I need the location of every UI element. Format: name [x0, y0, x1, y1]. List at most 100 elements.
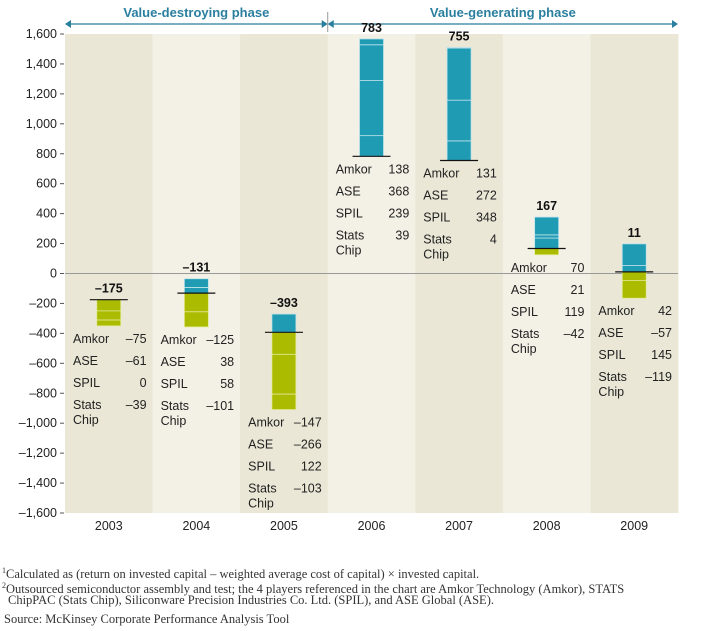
series-value-label: –147 [294, 416, 322, 430]
bar-segment-ase [271, 353, 297, 395]
economic-profit-chart: 1,600 1,400 1,200 1,000 800 600 400 200 0 –200 –40… [19, 5, 679, 533]
y-tick-label: –800 [29, 386, 57, 400]
bar-segment-stats-chip [446, 47, 472, 49]
series-name-label: Stats [336, 228, 365, 242]
series-name-label: ASE [161, 355, 186, 369]
footnote-2-cont: ChipPAC (Stats Chip), Siliconware Precis… [8, 593, 494, 607]
y-tick-label: 200 [36, 237, 57, 251]
total-label: –131 [182, 261, 210, 275]
series-value-label: –266 [294, 438, 322, 452]
series-name-label: ASE [598, 326, 623, 340]
y-tick-label: 1,400 [26, 57, 57, 71]
series-name-label: Chip [598, 385, 624, 399]
y-tick-label: 600 [36, 177, 57, 191]
series-value-label: 39 [395, 228, 409, 242]
series-value-label: 272 [476, 188, 497, 202]
total-label: –393 [270, 296, 298, 310]
bar-segment-spil [446, 47, 472, 101]
bar-segment-stats-chip [183, 311, 209, 328]
series-value-label: 4 [490, 232, 497, 246]
bar-segment-amkor [534, 237, 560, 249]
series-value-label: 21 [571, 283, 585, 297]
bar-segment-stats-chip [534, 248, 560, 256]
bar-segment-amkor [96, 299, 122, 312]
series-name-label: Amkor [598, 304, 634, 318]
y-tick-label: 1,200 [26, 87, 57, 101]
x-tick-label: 2004 [182, 519, 210, 533]
footnote-2-line1: Outsourced semiconductor assembly and te… [6, 582, 625, 597]
series-name-label: SPIL [336, 206, 363, 220]
series-name-label: Stats [73, 398, 102, 412]
x-tick-label: 2003 [95, 519, 123, 533]
series-name-label: Chip [73, 413, 99, 427]
bar-segment-amkor [446, 140, 472, 161]
phase-label: Value-destroying phase [123, 5, 269, 20]
bar-segment-ase [621, 271, 647, 281]
footnote-1-mark: 1 [2, 566, 6, 575]
series-name-label: SPIL [511, 305, 538, 319]
footnote-1-text: Calculated as (return on invested capita… [6, 567, 480, 582]
footnote-2: 2Outsourced semiconductor assembly and t… [2, 578, 624, 597]
series-value-label: 122 [301, 460, 322, 474]
x-tick-label: 2006 [358, 519, 386, 533]
series-name-label: Stats [161, 399, 190, 413]
series-name-label: Amkor [336, 162, 372, 176]
series-name-label: ASE [248, 438, 273, 452]
series-value-label: 70 [571, 261, 585, 275]
bar-segment-ase [96, 310, 122, 321]
series-name-label: Amkor [423, 166, 459, 180]
bar-segment-spil [359, 44, 384, 81]
series-name-label: ASE [336, 184, 361, 198]
series-value-label: –101 [206, 399, 234, 413]
y-tick-label: –200 [29, 296, 57, 310]
series-name-label: SPIL [161, 377, 188, 391]
bar-segment-stats-chip [96, 319, 122, 327]
series-value-label: –39 [126, 398, 147, 412]
series-value-label: 145 [651, 348, 672, 362]
y-tick-label: 0 [50, 267, 57, 281]
series-value-label: 42 [658, 304, 672, 318]
total-label: 11 [628, 226, 641, 240]
series-name-label: Chip [336, 243, 362, 257]
series-name-label: SPIL [73, 376, 100, 390]
y-tick-label: 400 [36, 207, 57, 221]
series-value-label: 368 [388, 184, 409, 198]
series-name-label: Chip [161, 414, 187, 428]
x-tick-label: 2009 [620, 519, 648, 533]
bar-segment-spil [534, 216, 560, 236]
arrow-right-icon [321, 20, 328, 28]
y-tick-label: –1,400 [19, 476, 57, 490]
arrow-left-icon [327, 20, 334, 28]
y-tick-label: 1,000 [26, 117, 57, 131]
series-name-label: Amkor [511, 261, 547, 275]
series-value-label: –103 [294, 482, 322, 496]
series-value-label: –61 [126, 354, 147, 368]
x-tick-label: 2007 [445, 519, 473, 533]
arrow-left-icon [65, 20, 71, 28]
arrow-right-icon [672, 20, 678, 28]
total-label: 755 [449, 29, 470, 43]
series-name-label: Stats [423, 232, 452, 246]
series-value-label: 239 [388, 206, 409, 220]
series-name-label: ASE [423, 188, 448, 202]
series-value-label: –57 [651, 326, 672, 340]
bar-segment-stats-chip [621, 279, 647, 299]
series-name-label: Amkor [248, 416, 284, 430]
total-label: –175 [95, 282, 123, 296]
y-tick-label: –1,200 [19, 446, 57, 460]
y-tick-label: –1,000 [19, 416, 57, 430]
footnote-2-mark: 2 [2, 581, 6, 590]
total-label: 783 [361, 21, 382, 35]
series-name-label: Chip [511, 342, 537, 356]
bar-segment-stats-chip [271, 393, 297, 410]
footnote-1: 1Calculated as (return on invested capit… [2, 563, 479, 582]
series-name-label: Stats [248, 482, 277, 496]
series-name-label: Stats [511, 327, 540, 341]
bar-segment-amkor [271, 331, 297, 355]
series-name-label: ASE [511, 283, 536, 297]
bar-segment-spil [621, 243, 647, 266]
bar-segment-spil [271, 313, 297, 333]
series-value-label: –125 [206, 333, 234, 347]
bar-segment-ase [359, 80, 384, 137]
source-note: Source: McKinsey Corporate Performance A… [4, 612, 290, 626]
